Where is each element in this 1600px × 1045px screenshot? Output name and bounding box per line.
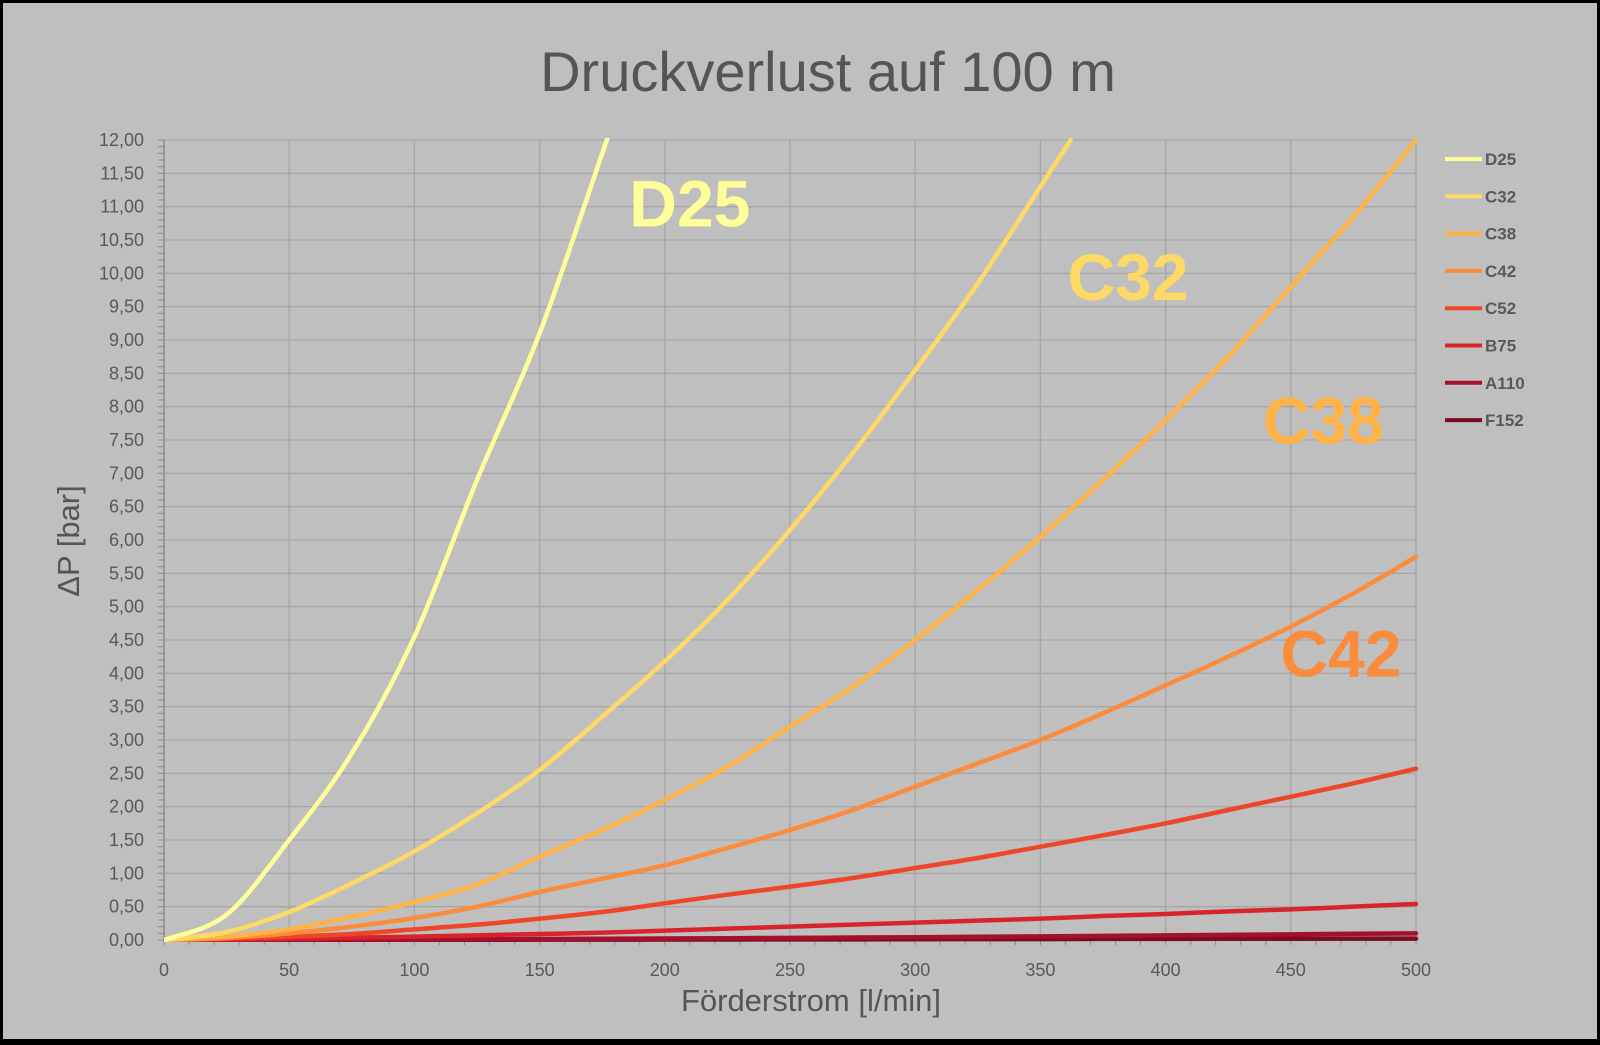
x-tick-label: 150 [525,960,555,980]
x-tick-label: 0 [159,960,169,980]
series-layer [164,138,1419,942]
y-tick-label: 9,00 [109,330,144,350]
legend-label-c52: C52 [1485,299,1516,318]
y-tick-label: 0,00 [109,930,144,950]
x-tick-label: 350 [1025,960,1055,980]
series-annotation-d25: D25 [629,167,750,241]
series-line-c42 [164,554,1419,942]
legend-label-d25: D25 [1485,150,1516,169]
y-tick-label: 10,50 [99,230,144,250]
legend-label-c38: C38 [1485,225,1516,244]
legend-label-c32: C32 [1485,187,1516,206]
grid-layer [164,139,1417,940]
y-tick-label: 6,00 [109,530,144,550]
y-tick-label: 5,50 [109,563,144,583]
y-tick-label: 6,50 [109,497,144,517]
x-tick-label: 200 [650,960,680,980]
x-tick-label: 250 [775,960,805,980]
legend: D25 C32 C38 C42 C52 B75 A110 F152 [1445,150,1525,430]
y-tick-label: 11,50 [100,163,144,183]
y-tick-label: 1,00 [109,863,144,883]
y-tick-label: 11,00 [100,197,144,217]
series-annotation-c38: C38 [1263,383,1384,457]
legend-label-c42: C42 [1485,262,1516,281]
y-tick-label: 3,00 [109,730,144,750]
y-tick-label: 12,00 [99,130,144,150]
series-line-c32 [164,138,1073,942]
series-line-b75 [164,901,1419,942]
x-tick-label: 50 [279,960,299,980]
legend-label-f152: F152 [1485,411,1524,430]
y-tick-label: 7,50 [109,430,144,450]
y-tick-label: 4,00 [109,663,144,683]
y-tick-label: 4,50 [109,630,144,650]
axis-layer: 0,00 0,50 1,00 1,50 2,00 2,50 3,00 3,50 4,00 4,50… [99,130,1431,980]
y-tick-label: 3,50 [109,697,144,717]
legend-label-a110: A110 [1485,374,1525,393]
series-annotation-c42: C42 [1280,617,1401,691]
annotation-layer: D25 C32 C38 C42 [629,167,1401,691]
y-tick-label: 7,00 [109,463,144,483]
y-axis-title: ΔP [bar] [51,485,86,596]
x-tick-label: 500 [1401,960,1431,980]
y-tick-label: 5,00 [109,597,144,617]
y-tick-label: 10,00 [99,263,144,283]
series-line-d25 [164,138,610,942]
x-tick-label: 300 [900,960,930,980]
y-tick-label: 2,00 [109,797,144,817]
legend-label-b75: B75 [1485,337,1516,356]
x-tick-label: 100 [399,960,429,980]
x-tick-label: 450 [1276,960,1306,980]
series-line-c52 [164,766,1419,942]
y-tick-label: 9,50 [109,297,144,317]
chart-title: Druckverlust auf 100 m [540,40,1116,103]
x-axis-title: Förderstrom [l/min] [681,983,941,1018]
series-line-c38 [164,138,1419,942]
y-tick-label: 8,00 [109,397,144,417]
x-tick-label: 400 [1151,960,1181,980]
y-tick-label: 0,50 [109,897,144,917]
y-tick-label: 2,50 [109,763,144,783]
series-annotation-c32: C32 [1068,240,1189,314]
y-tick-label: 1,50 [109,830,144,850]
chart-svg: 0,00 0,50 1,00 1,50 2,00 2,50 3,00 3,50 4,00 4,50… [51,40,1525,1018]
y-tick-label: 8,50 [109,363,144,383]
